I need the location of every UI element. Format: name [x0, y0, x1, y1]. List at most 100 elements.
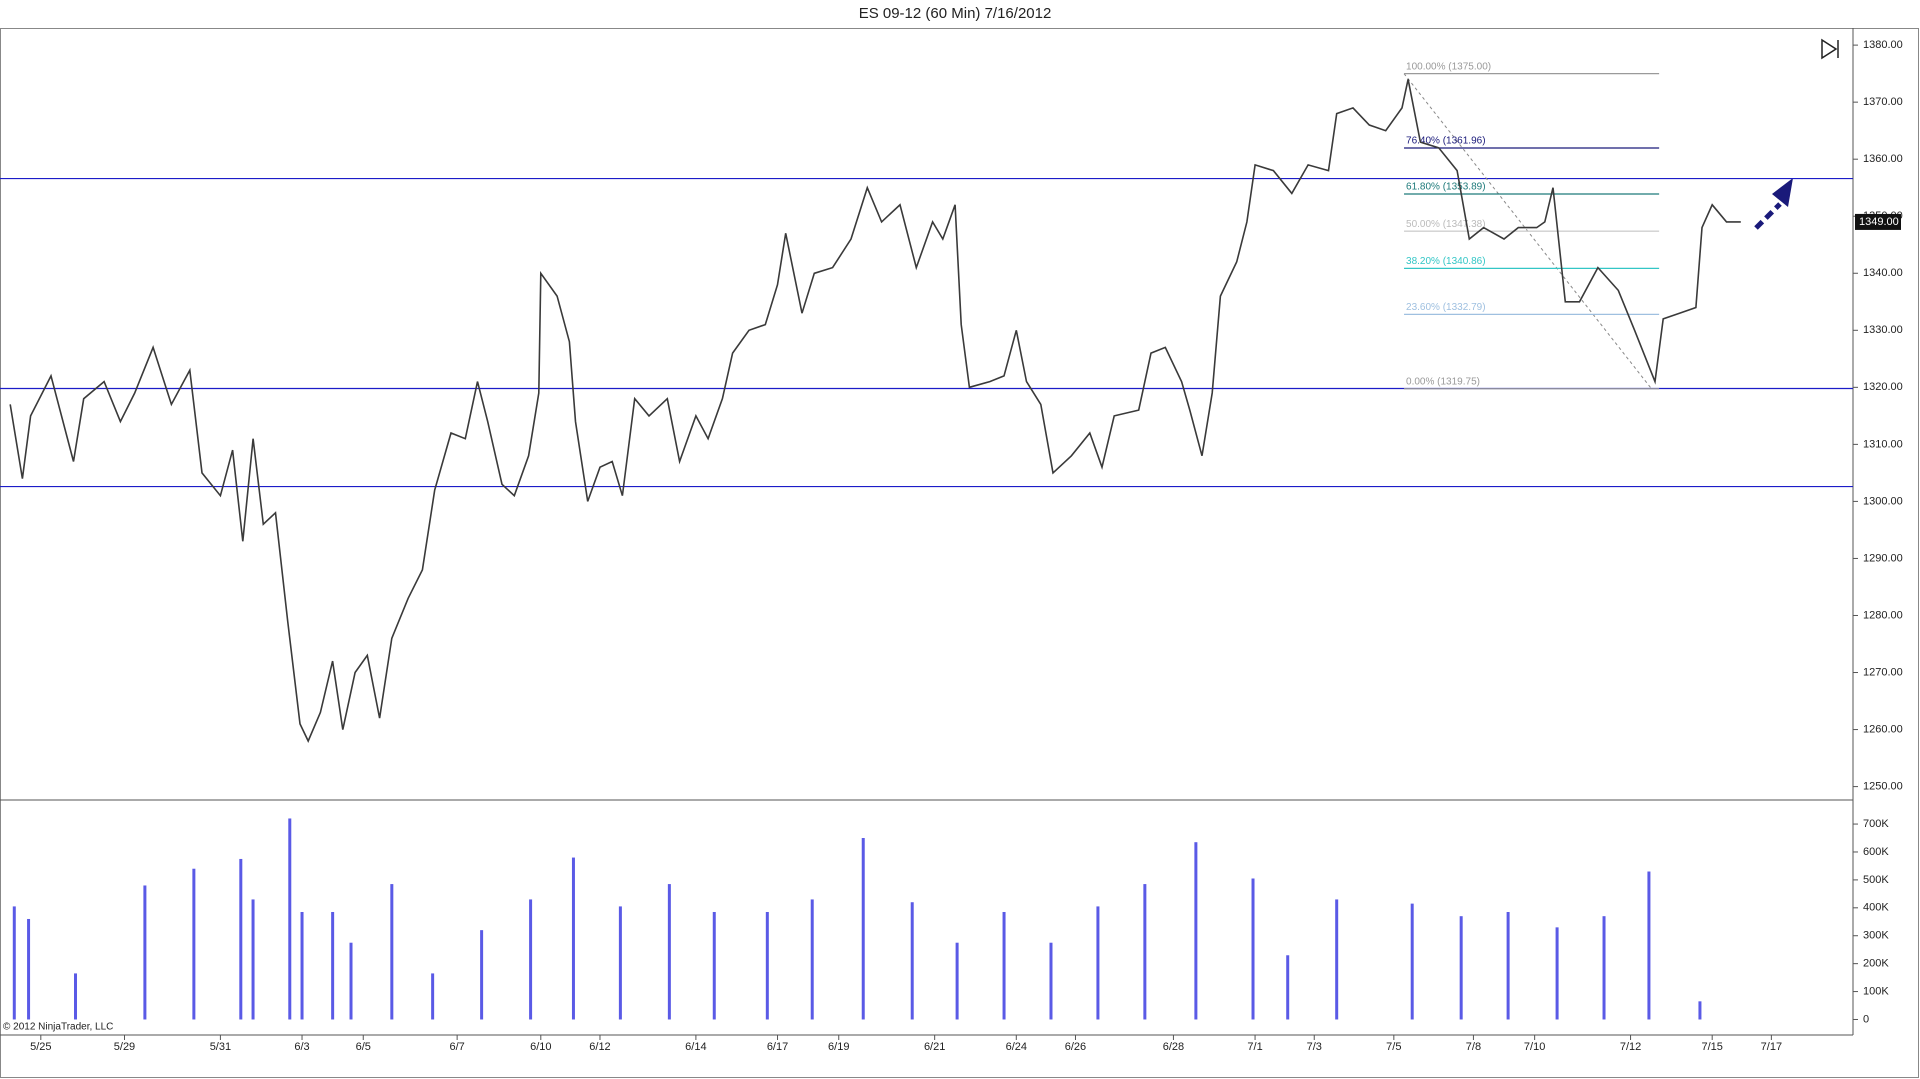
x-tick-label: 6/12 — [589, 1041, 610, 1053]
y-tick-label: 1270.00 — [1863, 666, 1903, 678]
y-tick-label: 200K — [1863, 958, 1889, 970]
y-tick-label: 1260.00 — [1863, 723, 1903, 735]
y-tick-label: 0 — [1863, 1013, 1869, 1025]
volume-bar — [431, 973, 435, 1020]
fib-label: 38.20% (1340.86) — [1406, 256, 1486, 267]
copyright: © 2012 NinjaTrader, LLC — [3, 1022, 113, 1033]
scroll-icon[interactable] — [1821, 38, 1838, 60]
volume-bar — [349, 942, 353, 1020]
frame — [0, 28, 1919, 1078]
volume-bar — [1194, 842, 1198, 1020]
volume-bar — [331, 911, 335, 1020]
y-tick-label: 1360.00 — [1863, 153, 1903, 165]
volume-bar — [955, 942, 959, 1020]
volume-bar — [1002, 911, 1006, 1020]
volume-bar — [1251, 878, 1255, 1020]
x-tick-label: 7/15 — [1701, 1041, 1722, 1053]
volume-bar — [667, 884, 671, 1020]
arrow-head — [1772, 178, 1793, 207]
volume-bar — [1555, 927, 1559, 1020]
x-tick-label: 7/8 — [1466, 1041, 1481, 1053]
fib-label: 50.00% (1347.38) — [1406, 219, 1486, 230]
y-tick-label: 1340.00 — [1863, 267, 1903, 279]
y-tick-label: 100K — [1863, 985, 1889, 997]
volume-bar — [1049, 942, 1053, 1020]
volume-bar — [571, 857, 575, 1020]
x-tick-label: 7/12 — [1620, 1041, 1641, 1053]
volume-bar — [12, 906, 16, 1020]
x-tick-label: 7/3 — [1307, 1041, 1322, 1053]
x-tick-label: 6/3 — [294, 1041, 309, 1053]
x-tick-label: 6/21 — [924, 1041, 945, 1053]
chart-title: ES 09-12 (60 Min) 7/16/2012 — [859, 5, 1052, 22]
x-tick-label: 6/26 — [1065, 1041, 1086, 1053]
x-tick-label: 6/19 — [828, 1041, 849, 1053]
y-tick-label: 1320.00 — [1863, 381, 1903, 393]
x-tick-label: 5/31 — [210, 1041, 231, 1053]
volume-bar — [288, 818, 292, 1020]
last-price-box — [1855, 213, 1901, 230]
y-tick-label: 1310.00 — [1863, 438, 1903, 450]
volume-bar — [1506, 911, 1510, 1020]
volume-bar — [529, 899, 533, 1020]
volume-bar — [1143, 884, 1147, 1020]
x-tick-label: 6/10 — [530, 1041, 551, 1053]
volume-bar — [239, 858, 243, 1020]
y-tick-label: 1250.00 — [1863, 780, 1903, 792]
volume-bar — [1459, 916, 1463, 1020]
y-tick-label: 300K — [1863, 930, 1889, 942]
x-tick-label: 7/17 — [1761, 1041, 1782, 1053]
y-tick-label: 1380.00 — [1863, 39, 1903, 51]
volume-bar — [1096, 906, 1100, 1020]
x-tick-label: 6/7 — [449, 1041, 464, 1053]
volume-bar — [27, 918, 31, 1020]
y-tick-label: 1300.00 — [1863, 495, 1903, 507]
volume-bar — [712, 911, 716, 1020]
volume-bar — [1286, 955, 1290, 1020]
price-line — [9, 79, 1741, 743]
x-tick-label: 5/29 — [114, 1041, 135, 1053]
x-tick-label: 7/10 — [1524, 1041, 1545, 1053]
y-tick-label: 1280.00 — [1863, 609, 1903, 621]
x-tick-label: 6/5 — [356, 1041, 371, 1053]
x-tick-label: 7/5 — [1386, 1041, 1401, 1053]
volume-bar — [1698, 1001, 1702, 1020]
volume-bar — [192, 868, 196, 1020]
x-tick-label: 6/24 — [1006, 1041, 1027, 1053]
y-tick-label: 1290.00 — [1863, 552, 1903, 564]
volume-bar — [861, 838, 865, 1020]
volume-bar — [1602, 916, 1606, 1020]
volume-bar — [1410, 903, 1414, 1020]
x-tick-label: 6/17 — [767, 1041, 788, 1053]
volume-bar — [300, 911, 304, 1020]
volume-bar — [74, 973, 78, 1020]
volume-bar — [765, 911, 769, 1020]
x-tick-label: 6/14 — [685, 1041, 706, 1053]
last-price-label: 1349.00 — [1859, 216, 1899, 228]
volume-bar — [1335, 899, 1339, 1020]
y-tick-label: 700K — [1863, 818, 1889, 830]
y-tick-label: 500K — [1863, 874, 1889, 886]
y-tick-label: 1370.00 — [1863, 96, 1903, 108]
fib-label: 100.00% (1375.00) — [1406, 61, 1491, 72]
volume-bar — [480, 930, 484, 1020]
fib-label: 0.00% (1319.75) — [1406, 376, 1480, 387]
y-tick-label: 1330.00 — [1863, 324, 1903, 336]
x-tick-label: 6/28 — [1163, 1041, 1184, 1053]
arrow-annotation — [1754, 178, 1793, 230]
fib-label: 61.80% (1353.89) — [1406, 182, 1486, 193]
y-tick-label: 600K — [1863, 846, 1889, 858]
volume-bar — [1647, 871, 1651, 1020]
x-tick-label: 7/1 — [1247, 1041, 1262, 1053]
fib-label: 23.60% (1332.79) — [1406, 302, 1486, 313]
volume-bar — [810, 899, 814, 1020]
volume-bar — [910, 902, 914, 1020]
x-tick-label: 5/25 — [30, 1041, 51, 1053]
volume-bar — [251, 899, 255, 1020]
scroll-end-button[interactable] — [1821, 38, 1839, 60]
volume-bar — [390, 884, 394, 1020]
y-tick-label: 400K — [1863, 902, 1889, 914]
fib-label: 76.40% (1361.96) — [1406, 136, 1486, 147]
